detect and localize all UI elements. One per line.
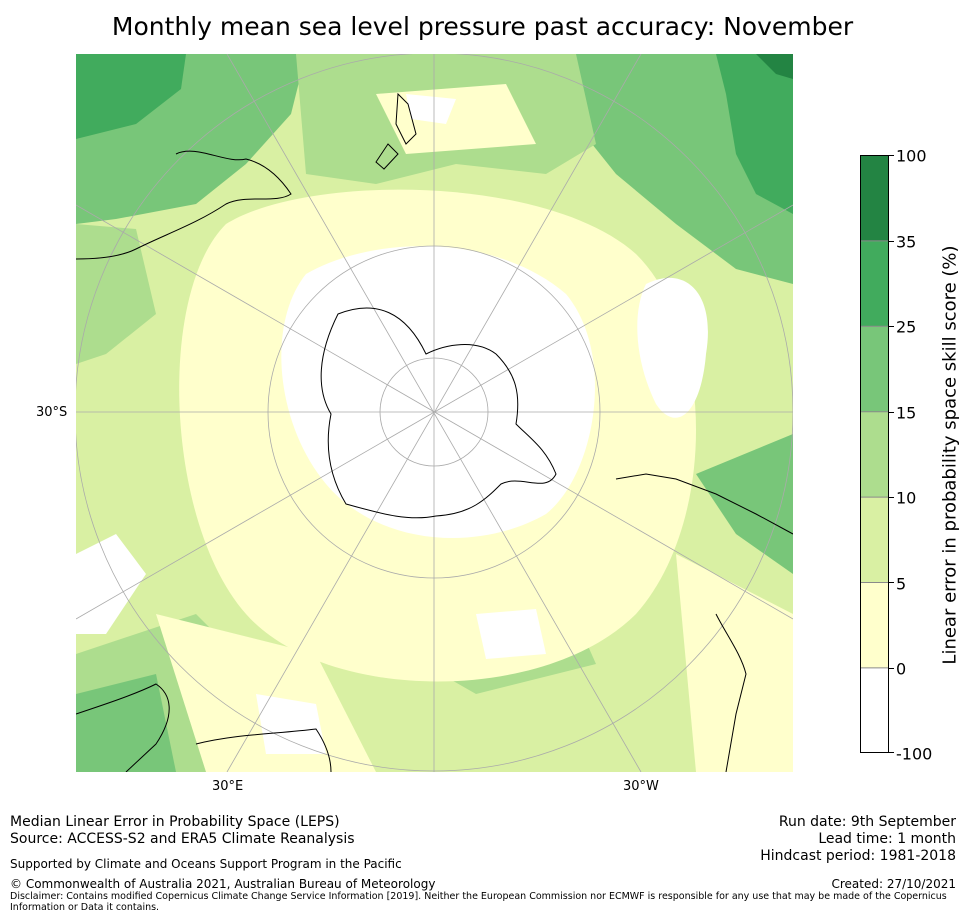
footer-disclaimer-1: Disclaimer: Contains modified Copernicus… xyxy=(10,891,947,902)
map-canvas xyxy=(76,54,793,772)
footer-support: Supported by Climate and Oceans Support … xyxy=(10,857,402,871)
field-35-100-ne xyxy=(756,54,793,79)
footer-disclaimer-2: Information or Data it contains. xyxy=(10,902,160,913)
field-neg-sw xyxy=(256,694,326,754)
lon-label-30e: 30°E xyxy=(212,779,244,794)
footer-lead-time: Lead time: 1 month xyxy=(818,831,956,847)
bin-35-100 xyxy=(860,155,889,241)
colorbar xyxy=(860,155,889,753)
footer-source: Source: ACCESS-S2 and ERA5 Climate Reana… xyxy=(10,831,355,847)
cbar-tick-neg100: -100 xyxy=(896,744,933,764)
bin-15-25 xyxy=(860,326,889,412)
footer-copyright: © Commonwealth of Australia 2021, Austra… xyxy=(10,877,436,891)
australia-coast xyxy=(76,150,292,260)
bin-25-35 xyxy=(860,240,889,327)
coastlines xyxy=(76,92,793,772)
colorbar-title: Linear error in probability space skill … xyxy=(939,245,961,665)
bin-10-15 xyxy=(860,411,889,498)
field-10-15-w xyxy=(76,224,156,364)
footer-leps: Median Linear Error in Probability Space… xyxy=(10,814,340,830)
footer-created: Created: 27/10/2021 xyxy=(831,877,956,891)
field-neg-s xyxy=(476,609,546,659)
cbar-tick-5: 5 xyxy=(896,574,907,594)
field-25-35-ne xyxy=(716,54,793,214)
cbar-tick-100: 100 xyxy=(896,146,927,166)
lon-label-30w: 30°W xyxy=(623,779,659,794)
bin-neg100-0 xyxy=(860,667,889,753)
africa-tip-coast xyxy=(195,728,332,772)
cbar-tick-0: 0 xyxy=(896,659,907,679)
lat-label-30s: 30°S xyxy=(36,405,68,420)
field-0-5-e xyxy=(676,554,793,772)
antarctica-coast xyxy=(320,307,557,519)
colorbar-bins xyxy=(860,155,889,753)
field-neg-center xyxy=(281,246,595,538)
bin-0-5 xyxy=(860,582,889,668)
field-15-25-sw xyxy=(76,674,176,772)
field-neg-n xyxy=(406,94,456,124)
africa-coast xyxy=(76,683,170,772)
footer-hindcast: Hindcast period: 1981-2018 xyxy=(760,848,956,864)
cbar-tick-25: 25 xyxy=(896,317,917,337)
cbar-tick-10: 10 xyxy=(896,488,917,508)
bin-5-10 xyxy=(860,497,889,583)
cbar-tick-35: 35 xyxy=(896,232,917,252)
field-25-35-nw xyxy=(76,54,186,139)
field-neg-e xyxy=(637,277,708,418)
footer-run-date: Run date: 9th September xyxy=(778,814,956,830)
cbar-tick-15: 15 xyxy=(896,403,917,423)
graticule xyxy=(76,54,793,772)
south-america-coast xyxy=(615,473,793,772)
new-zealand-coast xyxy=(375,92,417,170)
field-15-25-e xyxy=(696,434,793,574)
map-title: Monthly mean sea level pressure past acc… xyxy=(111,12,854,41)
polar-map xyxy=(76,54,793,772)
